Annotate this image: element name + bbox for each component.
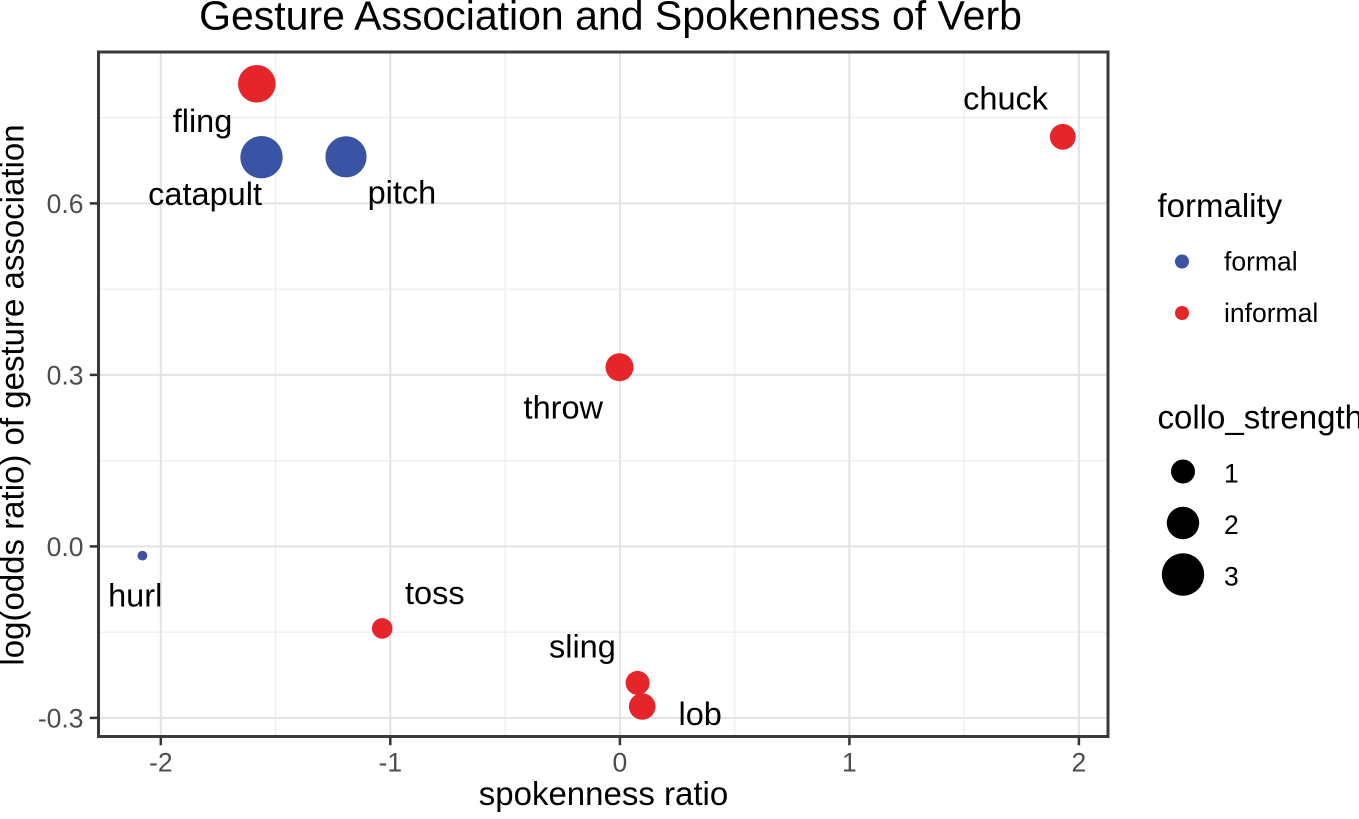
svg-text:formal: formal: [1224, 247, 1298, 277]
svg-text:-1: -1: [379, 748, 403, 778]
svg-text:chuck: chuck: [963, 81, 1049, 117]
svg-text:2: 2: [1072, 748, 1087, 778]
svg-text:hurl: hurl: [108, 578, 162, 614]
svg-text:3: 3: [1224, 562, 1239, 592]
svg-text:informal: informal: [1224, 298, 1318, 328]
svg-text:-2: -2: [149, 748, 173, 778]
svg-text:fling: fling: [173, 103, 233, 139]
svg-text:collo_strength: collo_strength: [1158, 399, 1359, 436]
svg-text:1: 1: [842, 748, 857, 778]
svg-text:-0.3: -0.3: [38, 703, 84, 733]
svg-text:0: 0: [613, 748, 628, 778]
svg-text:1: 1: [1224, 459, 1239, 489]
svg-text:toss: toss: [405, 575, 465, 611]
svg-text:0.3: 0.3: [47, 360, 84, 390]
svg-text:Gesture Association and Spoken: Gesture Association and Spokenness of Ve…: [199, 0, 1022, 38]
svg-text:log(odds ratio) of gesture ass: log(odds ratio) of gesture association: [0, 124, 31, 665]
svg-text:throw: throw: [524, 389, 604, 425]
svg-text:2: 2: [1224, 510, 1239, 540]
svg-text:lob: lob: [679, 696, 722, 732]
svg-text:0.0: 0.0: [47, 532, 84, 562]
svg-text:pitch: pitch: [368, 174, 437, 210]
svg-text:formality: formality: [1158, 187, 1283, 224]
svg-text:0.6: 0.6: [47, 189, 84, 219]
svg-text:spokenness ratio: spokenness ratio: [479, 775, 728, 812]
svg-text:catapult: catapult: [148, 176, 262, 212]
svg-text:sling: sling: [549, 629, 616, 665]
